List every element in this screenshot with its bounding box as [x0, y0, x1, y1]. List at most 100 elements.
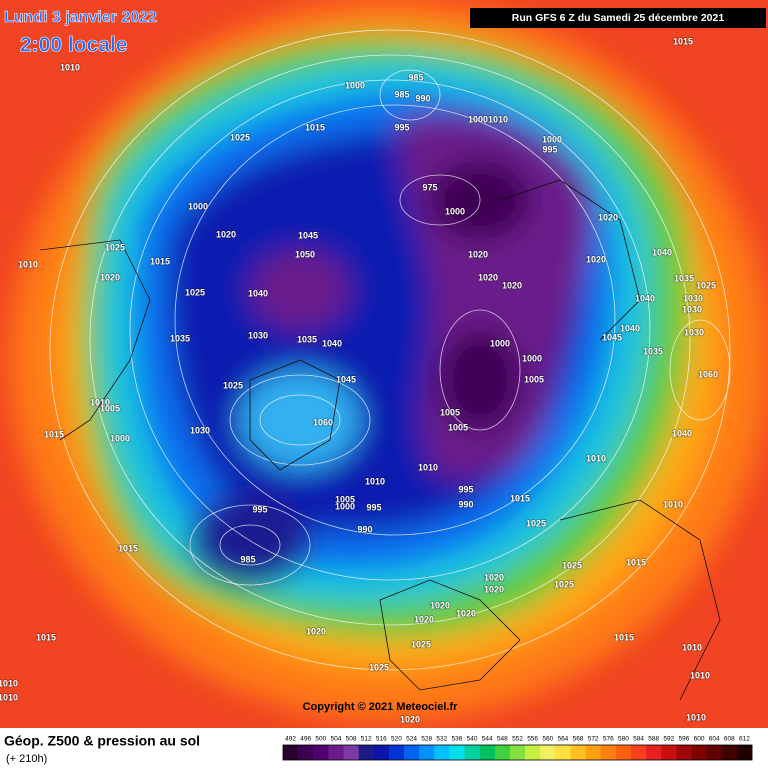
- isobar-label: 1000: [188, 201, 208, 211]
- isobar-label: 1025: [696, 280, 716, 290]
- isobar-label: 1015: [673, 36, 693, 46]
- isobar-label: 1015: [36, 632, 56, 642]
- field: [0, 0, 768, 728]
- isobar-label: 1025: [369, 662, 389, 672]
- legend-swatch: [630, 745, 647, 760]
- isobar-label: 990: [357, 524, 372, 534]
- isobar-label: 1010: [686, 712, 706, 722]
- legend-tick: 600: [694, 736, 705, 743]
- isobar-label: 1020: [484, 584, 504, 594]
- isobars: [49, 29, 731, 671]
- legend-swatch: [464, 745, 480, 760]
- isobar-label: 1010: [18, 259, 38, 269]
- isobar-label: 995: [366, 502, 381, 512]
- legend-tick: 504: [331, 736, 342, 743]
- isobar-label: 1025: [526, 518, 546, 528]
- legend-tick: 524: [406, 736, 417, 743]
- legend-swatch: [328, 745, 344, 760]
- footer-title: Géop. Z500 & pression au sol: [4, 733, 200, 749]
- isobar-label: 1025: [185, 287, 205, 297]
- run-info: Run GFS 6 Z du Samedi 25 décembre 2021: [512, 12, 725, 24]
- isobar-label: 1015: [150, 256, 170, 266]
- legend-swatch: [525, 745, 541, 760]
- legend-tick: 552: [512, 736, 523, 743]
- legend-tick: 528: [421, 736, 432, 743]
- isobar-label: 1025: [554, 579, 574, 589]
- legend-swatch: [646, 745, 662, 760]
- isobar-label: 1010: [60, 62, 80, 72]
- isobar-label: 1035: [643, 346, 663, 356]
- isobar-label: 1040: [652, 247, 672, 257]
- legend-tick: 500: [315, 736, 326, 743]
- isobar-label: 1005: [440, 407, 460, 417]
- isobar-label: 1035: [297, 334, 317, 344]
- legend-tick: 520: [391, 736, 402, 743]
- isobar-label: 1020: [484, 572, 504, 582]
- isobar-label: 1020: [216, 229, 236, 239]
- isobar-label: 1015: [305, 122, 325, 132]
- isobar-label: 1020: [502, 280, 522, 290]
- isobar-label: 1000: [110, 433, 130, 443]
- isobar-label: 1015: [118, 543, 138, 553]
- isobar-label: 1015: [510, 493, 530, 503]
- isobar-label: 1020: [430, 600, 450, 610]
- isobar-label: 1020: [306, 626, 326, 636]
- isobar-label: 1010: [488, 114, 508, 124]
- legend-swatch: [661, 745, 677, 760]
- isobar-label: 985: [394, 89, 409, 99]
- isobar-label: 1030: [190, 425, 210, 435]
- legend-tick: 580: [618, 736, 629, 743]
- legend-tick: 604: [709, 736, 720, 743]
- isobar-label: 1020: [400, 714, 420, 724]
- legend-tick: 544: [482, 736, 493, 743]
- legend-swatch: [540, 745, 556, 760]
- isobar-label: 1035: [674, 273, 694, 283]
- isobar-label: 1015: [626, 557, 646, 567]
- isobar-label: 1040: [620, 323, 640, 333]
- isobar-label: 1010: [0, 692, 18, 702]
- isobar-label: 1030: [683, 293, 703, 303]
- isobar-label: 1010: [90, 397, 110, 407]
- isobar-label: 1005: [448, 422, 468, 432]
- legend-swatch: [419, 745, 435, 760]
- isobar-label: 1005: [100, 403, 120, 413]
- isobar-label: 990: [415, 93, 430, 103]
- isobar-label: 1005: [335, 494, 355, 504]
- isobar-label: 1030: [682, 304, 702, 314]
- legend-swatch: [343, 745, 359, 760]
- legend-swatch: [615, 745, 632, 760]
- legend-tick: 496: [300, 736, 311, 743]
- isobar-label: 1010: [365, 476, 385, 486]
- copyright: Copyright © 2021 Meteociel.fr: [303, 701, 459, 713]
- isobar-label: 995: [542, 144, 557, 154]
- isobar-label: 1020: [456, 608, 476, 618]
- isobar-label: 1040: [672, 428, 692, 438]
- legend-tick: 548: [497, 736, 508, 743]
- isobar-label: 985: [408, 72, 423, 82]
- legend-swatch: [691, 745, 707, 760]
- legend-swatch: [313, 745, 329, 760]
- isobar-label: 1000: [542, 134, 562, 144]
- isobar-label: 1000: [445, 206, 465, 216]
- isobar-label: 1020: [598, 212, 618, 222]
- isobar-label: 1060: [698, 369, 718, 379]
- legend-tick: 508: [346, 736, 357, 743]
- isobar-label: 1035: [170, 333, 190, 343]
- legend-tick: 576: [603, 736, 614, 743]
- isobar-label: 1025: [105, 242, 125, 252]
- legend-swatch: [676, 745, 692, 760]
- isobar-label: 1000: [468, 114, 488, 124]
- isobar-label: 1015: [614, 632, 634, 642]
- legend-tick: 572: [588, 736, 599, 743]
- legend-tick: 608: [724, 736, 735, 743]
- isobar-label: 1025: [223, 380, 243, 390]
- legend-swatch: [494, 745, 511, 760]
- legend-tick: 516: [376, 736, 387, 743]
- isobar-label: 1010: [0, 678, 18, 688]
- isobar-label: 1000: [345, 80, 365, 90]
- date: Lundi 3 janvier 2022: [4, 9, 157, 26]
- isobar-label: 1025: [230, 132, 250, 142]
- footer-lead: (+ 210h): [6, 753, 47, 765]
